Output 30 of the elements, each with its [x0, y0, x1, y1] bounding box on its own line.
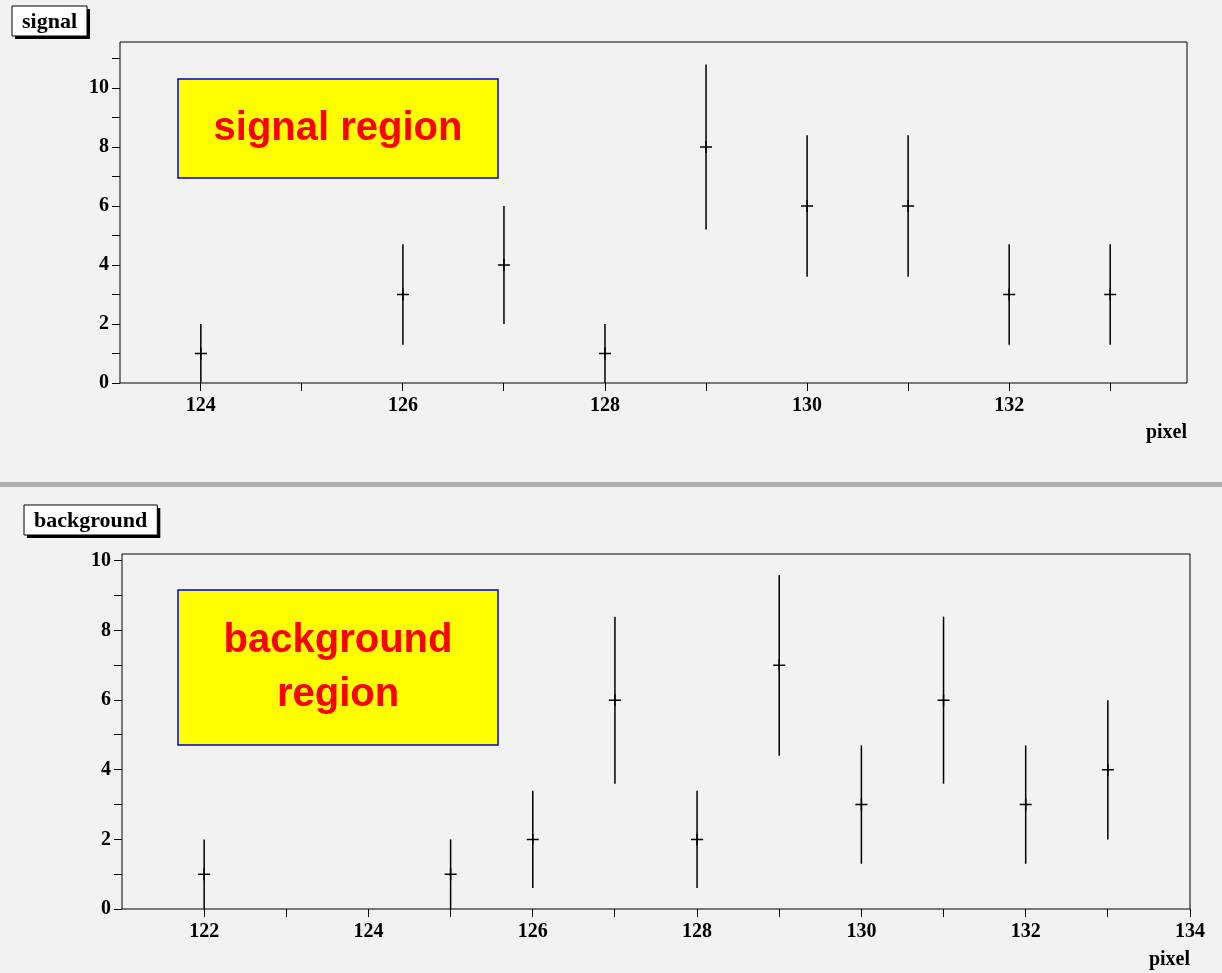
- y-tick-label: 4: [101, 756, 111, 779]
- y-tick-label: 8: [101, 617, 111, 640]
- y-tick-label: 6: [101, 687, 111, 710]
- chart-title: background: [34, 506, 148, 532]
- x-tick-label: 126: [517, 919, 548, 942]
- annotation: signal region: [213, 103, 463, 148]
- x-tick-label: 126: [387, 393, 418, 416]
- annotation: background region: [223, 615, 453, 714]
- x-tick-label: 134: [1175, 919, 1205, 942]
- y-tick-label: 0: [101, 896, 111, 919]
- x-tick-label: 124: [353, 919, 384, 942]
- chart-title: signal: [22, 7, 78, 33]
- x-tick-label: 122: [189, 919, 220, 942]
- x-axis-title: pixel: [1145, 420, 1188, 444]
- y-tick-label: 8: [99, 134, 109, 157]
- y-tick-label: 10: [89, 75, 109, 98]
- x-tick-label: 128: [682, 919, 713, 942]
- x-tick-label: 128: [590, 393, 620, 416]
- x-tick-label: 130: [792, 393, 823, 416]
- x-axis-title: pixel: [1148, 947, 1191, 971]
- y-tick-label: 2: [99, 311, 109, 334]
- x-tick-label: 124: [185, 393, 216, 416]
- y-tick-label: 10: [91, 548, 111, 571]
- x-tick-label: 132: [994, 393, 1025, 416]
- y-tick-label: 6: [99, 193, 109, 216]
- x-tick-label: 132: [1010, 919, 1041, 942]
- x-tick-label: 130: [846, 919, 877, 942]
- y-tick-label: 2: [101, 826, 111, 849]
- y-tick-label: 0: [99, 370, 109, 393]
- y-tick-label: 4: [99, 252, 109, 275]
